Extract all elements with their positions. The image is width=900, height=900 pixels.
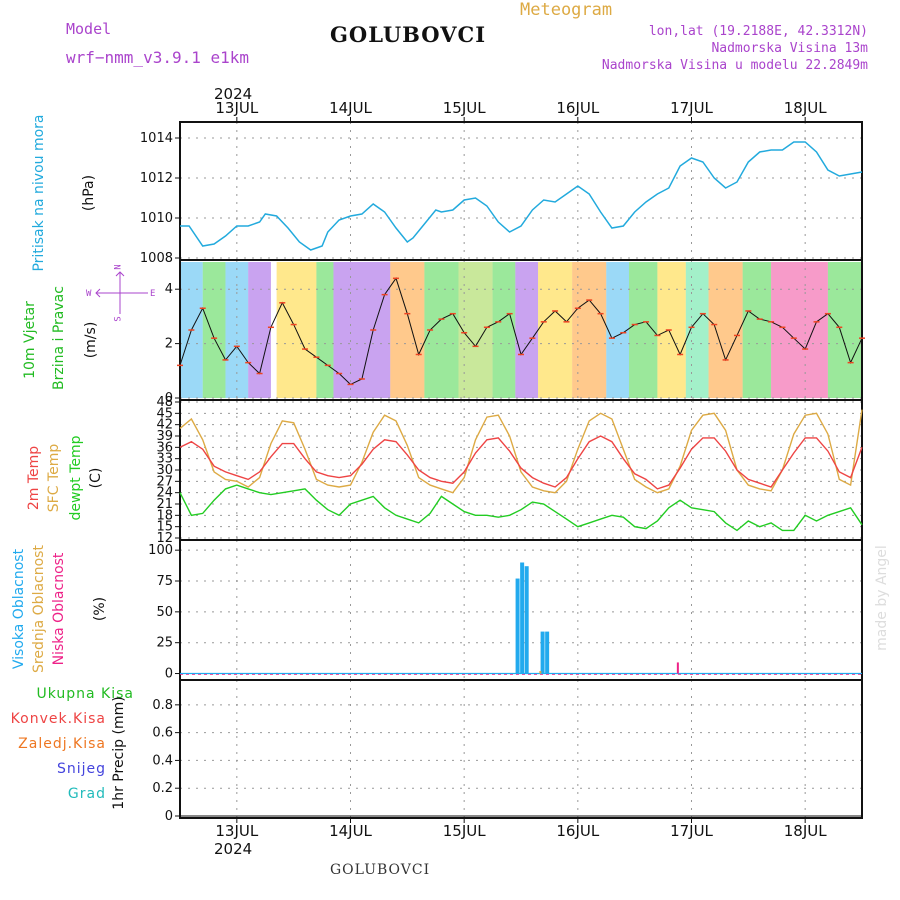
cloud-bar <box>520 562 525 674</box>
wind-direction-band <box>742 262 772 398</box>
y-tick-label: 0.2 <box>152 781 173 796</box>
y-tick-label: 25 <box>156 636 173 651</box>
y-tick-label: 1012 <box>140 171 173 186</box>
compass-e: E <box>150 289 156 299</box>
wind-direction-band <box>316 262 334 398</box>
x-tick-label-bottom: 14JUL <box>329 822 372 840</box>
dewpt-temp-line <box>179 484 863 532</box>
y-tick-label: 0 <box>165 809 173 824</box>
model-label: Model <box>66 20 112 38</box>
cloud-bar <box>545 631 550 674</box>
y-tick-label: 0 <box>165 667 173 682</box>
x-tick-label-top: 14JUL <box>329 99 372 117</box>
panel-frame <box>179 679 863 819</box>
wind-direction-band <box>827 262 862 398</box>
precip-total-label: Ukupna Kisa <box>36 686 134 702</box>
x-tick-label-bottom: 17JUL <box>670 822 713 840</box>
precip-hail-label: Grad <box>67 786 106 802</box>
y-tick-label: 100 <box>148 543 173 558</box>
compass-arrows-icon <box>95 271 148 314</box>
y-tick-label: 4 <box>165 282 173 297</box>
cloud-bar <box>540 631 545 674</box>
y-tick-label: 42 <box>156 418 173 433</box>
elevation-label: Nadmorska Visina 13m <box>711 41 868 56</box>
y-tick-label: 0 <box>165 391 173 406</box>
y-tick-label: 15 <box>156 520 173 535</box>
y-tick-label: 2 <box>165 337 173 352</box>
cloud-bar <box>515 578 520 674</box>
wind-direction-band <box>202 262 226 398</box>
precip-conv-label: Konvek.Kisa <box>10 711 106 727</box>
precip-frz-label: Zaledj.Kisa <box>18 736 106 752</box>
wind-direction-band <box>492 262 516 398</box>
y-tick-label: 39 <box>156 429 173 444</box>
x-tick-label-top: 13JUL <box>215 99 258 117</box>
wind-direction-band <box>708 262 743 398</box>
x-tick-label-bottom: 18JUL <box>784 822 827 840</box>
precip-snow-label: Snijeg <box>56 761 106 777</box>
y-tick-label: 48 <box>156 395 173 410</box>
y-tick-label: 1014 <box>140 131 173 146</box>
y-tick-label: 50 <box>156 605 173 620</box>
x-tick-label-bottom: 16JUL <box>556 822 599 840</box>
x-tick-label-top: 18JUL <box>784 99 827 117</box>
x-tick-label-top: 16JUL <box>556 99 599 117</box>
wind-direction-band <box>799 262 828 398</box>
wind-direction-band <box>225 262 249 398</box>
product-title: Meteogram <box>520 0 613 20</box>
y-tick-label: 1008 <box>140 251 173 266</box>
y-tick-label: 1010 <box>140 211 173 226</box>
y-tick-label: 0.6 <box>152 726 173 741</box>
sfc-temp-line <box>179 409 863 494</box>
station-title: GOLUBOVCI <box>330 22 487 47</box>
wind-direction-band <box>333 262 391 398</box>
wind-direction-band <box>390 262 425 398</box>
y-tick-label: 18 <box>156 508 173 523</box>
y-tick-label: 45 <box>156 406 173 421</box>
x-tick-label-top: 15JUL <box>443 99 486 117</box>
wind-direction-band <box>515 262 539 398</box>
wind-direction-band <box>572 262 607 398</box>
x-tick-label-bottom: 15JUL <box>443 822 486 840</box>
wind-direction-band <box>538 262 573 398</box>
y-tick-label: 0.4 <box>152 753 173 768</box>
cloud-bar <box>524 566 529 674</box>
pressure-series-line <box>180 141 863 251</box>
cloud-bar <box>676 662 679 674</box>
model-elevation-label: Nadmorska Visina u modelu 22.2849m <box>601 58 868 73</box>
y-tick-label: 36 <box>156 440 173 455</box>
x-tick-label-bottom: 13JUL <box>215 822 258 840</box>
model-name: wrf−nmm_v3.9.1 e1km <box>66 48 250 67</box>
x-tick-label-top: 17JUL <box>670 99 713 117</box>
panel-frame <box>179 121 863 261</box>
coords-label: lon,lat (19.2188E, 42.3312N) <box>648 24 868 39</box>
wind-direction-band <box>685 262 709 398</box>
y-tick-label: 30 <box>156 463 173 478</box>
y-tick-label: 0.8 <box>152 698 173 713</box>
year-top: 2024 <box>214 85 253 103</box>
compass-w: W <box>86 289 92 299</box>
wind-direction-band <box>606 262 629 398</box>
y-tick-label: 12 <box>156 531 173 546</box>
wind-compass: N W E S <box>86 262 156 324</box>
y-tick-label: 21 <box>156 497 173 512</box>
y-tick-label: 33 <box>156 452 173 467</box>
wind-direction-band <box>248 262 271 398</box>
wind-direction-band <box>458 262 493 398</box>
temp-2m-line <box>179 435 863 490</box>
year-bottom: 2024 <box>214 840 253 858</box>
footer-station: GOLUBOVCI <box>330 862 431 878</box>
y-tick-label: 27 <box>156 474 173 489</box>
y-tick-label: 24 <box>156 486 173 501</box>
cloud-bar <box>539 671 542 674</box>
y-tick-label: 75 <box>156 574 173 589</box>
